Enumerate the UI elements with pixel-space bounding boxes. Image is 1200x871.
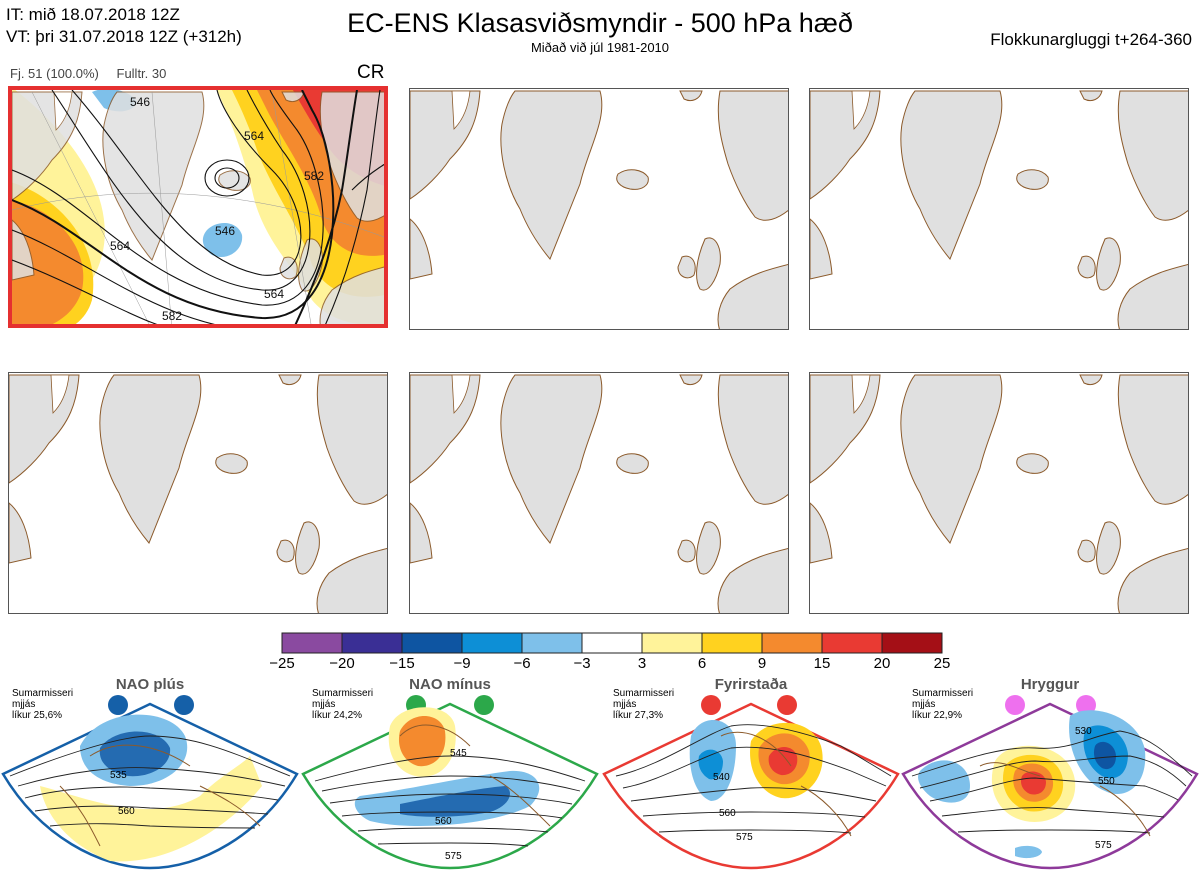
regime-map: 530 550 575 [901,695,1199,870]
regime-map: 535 560 [1,695,299,870]
colorbar-segment [761,632,823,654]
contour-label: 564 [264,287,284,301]
empty-map [410,374,788,613]
contour-label: 550 [1098,776,1115,787]
regime-dot [701,695,721,715]
colorbar-tick-label: 9 [757,655,767,672]
regime-info: Sumarmisseri mjjás líkur 25,6% [12,688,74,721]
contour-label: 535 [110,770,127,781]
regime-ridge[interactable]: Hryggur Sumarmisseri mjjás líkur 22,9% 5… [900,676,1200,871]
contour-label: 560 [435,816,452,827]
classification-window: Flokkunargluggi t+264-360 [990,30,1192,49]
regime-dot [1076,695,1096,715]
regime-dot [1005,695,1025,715]
colorbar-segment [521,632,583,654]
empty-map [810,374,1188,613]
contour-label: 575 [1095,840,1112,851]
member-count: Fj. 51 (100.0%) [10,66,99,81]
colorbar-segment [281,632,343,654]
cluster-panel-1[interactable]: 546 564 582 546 564 582 564 [8,86,388,328]
colorbar-tick-label: −20 [329,655,355,672]
colorbar-tick-label: −3 [573,655,591,672]
initial-time: IT: mið 18.07.2018 12Z [6,5,180,24]
empty-map [9,374,387,613]
contour-label: 564 [110,239,130,253]
regime-info: Sumarmisseri mjjás líkur 24,2% [312,688,374,721]
colorbar-segment [701,632,763,654]
regime-name: NAO mínus [409,676,491,693]
regime-dot [174,695,194,715]
regime-name: Hryggur [1020,676,1080,693]
colorbar-segment [881,632,943,654]
regime-name: Fyrirstaða [714,676,788,693]
regime-map: 545 560 575 [301,695,599,870]
regime-dot [777,695,797,715]
contour-label: 582 [162,309,182,323]
colorbar-segment [461,632,523,654]
cluster-panel-4[interactable] [8,372,388,614]
contour-label: 582 [304,169,324,183]
colorbar-segment [581,632,643,654]
colorbar-tick-label: 15 [813,655,831,672]
colorbar-tick-label: 20 [873,655,891,672]
contour-label: 575 [445,851,462,862]
contour-label: 546 [215,224,235,238]
contour-label: 530 [1075,726,1092,737]
representative-member: Fulltr. 30 [116,66,167,81]
colorbar-tick-label: −15 [389,655,415,672]
regime-name: NAO plús [115,676,185,693]
regime-blocking[interactable]: Fyrirstaða Sumarmisseri mjjás líkur 27,3… [601,676,901,871]
contour-label: 545 [450,748,467,759]
contour-label: 540 [713,772,730,783]
valid-time: VT: þri 31.07.2018 12Z (+312h) [6,27,242,46]
cluster-panel-2[interactable] [409,88,789,330]
empty-map [410,90,788,329]
cluster-panel-3[interactable] [809,88,1189,330]
cluster-panel-5[interactable] [409,372,789,614]
regime-nao-plus[interactable]: NAO plús Sumarmisseri mjjás líkur 25,6% … [0,676,300,871]
contour-label: 560 [118,806,135,817]
colorbar-tick-labels: −25 −20 −15 −9 −6 −3 3 6 9 15 20 25 [262,655,962,675]
colorbar-tick-label: −25 [269,655,295,672]
anomaly-map: 546 564 582 546 564 582 564 [12,90,384,324]
contour-label: 560 [719,808,736,819]
regime-code: CR [357,62,385,83]
colorbar-segment [641,632,703,654]
regime-nao-minus[interactable]: NAO mínus Sumarmisseri mjjás líkur 24,2%… [300,676,600,871]
page-title: EC-ENS Klasasviðsmyndir - 500 hPa hæð [347,8,853,38]
regime-dot [474,695,494,715]
cluster-info: Fj. 51 (100.0%) Fulltr. 30 [10,66,180,81]
colorbar-tick-label: −9 [453,655,471,672]
colorbar-tick-label: −6 [513,655,531,672]
colorbar-tick-label: 25 [933,655,951,672]
regime-dot [108,695,128,715]
colorbar-segment [821,632,883,654]
regime-info: Sumarmisseri mjjás líkur 27,3% [613,688,675,721]
page-subtitle: Miðað við júl 1981-2010 [530,40,670,55]
colorbar-tick-label: 6 [697,655,707,672]
run-info: IT: mið 18.07.2018 12Z VT: þri 31.07.201… [6,4,242,48]
empty-map [810,90,1188,329]
colorbar-tick-label: 3 [637,655,647,672]
colorbar-segment [401,632,463,654]
cluster-panel-6[interactable] [809,372,1189,614]
contour-label: 546 [130,95,150,109]
contour-label: 564 [244,129,264,143]
anomaly-colorbar [281,632,943,654]
colorbar-segment [341,632,403,654]
regime-info: Sumarmisseri mjjás líkur 22,9% [912,688,974,721]
contour-label: 575 [736,832,753,843]
regime-map: 540 560 575 [602,695,900,870]
